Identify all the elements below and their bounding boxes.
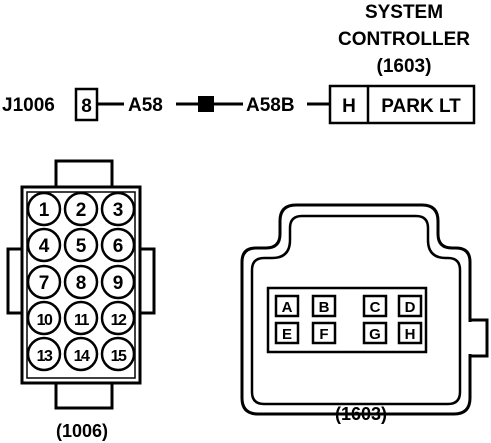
pin-label-9: 9: [113, 273, 124, 294]
pin-circle-1: [26, 191, 62, 227]
pin-circle-14: [63, 336, 99, 372]
pin-circle-10: [26, 300, 62, 336]
splice-block: [198, 96, 214, 112]
wire-label-right: A58B: [246, 95, 295, 116]
pin-label-8: 8: [76, 273, 87, 294]
connector-1603-pins: A B C D E F G H: [274, 294, 423, 345]
pin-circle-7: [26, 264, 62, 300]
pin-circle-8: [63, 264, 99, 300]
pin-circle-4: [26, 227, 62, 263]
pin-circle-13: [26, 336, 62, 372]
pin-label-E: E: [282, 326, 292, 343]
pin-circle-5: [63, 227, 99, 263]
pin-label-14: 14: [74, 348, 90, 365]
pin-box-A: [274, 294, 300, 318]
pin-label-12: 12: [111, 312, 127, 329]
pin-circle-2: [63, 191, 99, 227]
pin-box-B: [311, 294, 337, 318]
pin-label-F: F: [319, 326, 328, 343]
pin-label-C: C: [370, 299, 381, 316]
pin-label-5: 5: [76, 236, 87, 257]
pin-circle-15: [100, 336, 136, 372]
connector-1006-caption: (1006): [56, 421, 108, 441]
pin-label-B: B: [319, 299, 330, 316]
pin-label-H: H: [405, 326, 416, 343]
pin-label-A: A: [282, 299, 293, 316]
pin-label-6: 6: [113, 236, 124, 257]
controller-title-line1: SYSTEM: [365, 2, 443, 23]
pin-box-F: [311, 321, 337, 345]
pin-circle-11: [63, 300, 99, 336]
pin-box-C: [362, 294, 388, 318]
pin-label-7: 7: [39, 273, 50, 294]
connector-1603-caption: (1603): [335, 404, 387, 424]
pin-label-4: 4: [39, 236, 50, 257]
j1006-pin-number: 8: [81, 96, 92, 117]
controller-function: PARK LT: [381, 96, 461, 117]
pin-circle-9: [100, 264, 136, 300]
pin-label-15: 15: [111, 348, 127, 365]
controller-number: (1603): [377, 56, 432, 77]
pin-circle-6: [100, 227, 136, 263]
pin-label-10: 10: [37, 312, 53, 329]
pin-circle-12: [100, 300, 136, 336]
pin-box-H: [397, 321, 423, 345]
pin-label-3: 3: [113, 200, 124, 221]
pin-box-D: [397, 294, 423, 318]
controller-title-line2: CONTROLLER: [338, 29, 470, 50]
pin-box-G: [362, 321, 388, 345]
pin-box-E: [274, 321, 300, 345]
controller-terminal-box: [328, 84, 476, 125]
controller-pin: H: [342, 96, 356, 117]
pin-label-G: G: [369, 326, 381, 343]
pin-label-2: 2: [76, 200, 87, 221]
pin-label-1: 1: [39, 200, 50, 221]
pin-circle-3: [100, 191, 136, 227]
pin-label-13: 13: [37, 348, 53, 365]
pin-label-D: D: [405, 299, 416, 316]
wire-label-left: A58: [128, 95, 163, 116]
connector-ref-label: J1006: [2, 95, 55, 116]
pin-label-11: 11: [74, 312, 90, 329]
